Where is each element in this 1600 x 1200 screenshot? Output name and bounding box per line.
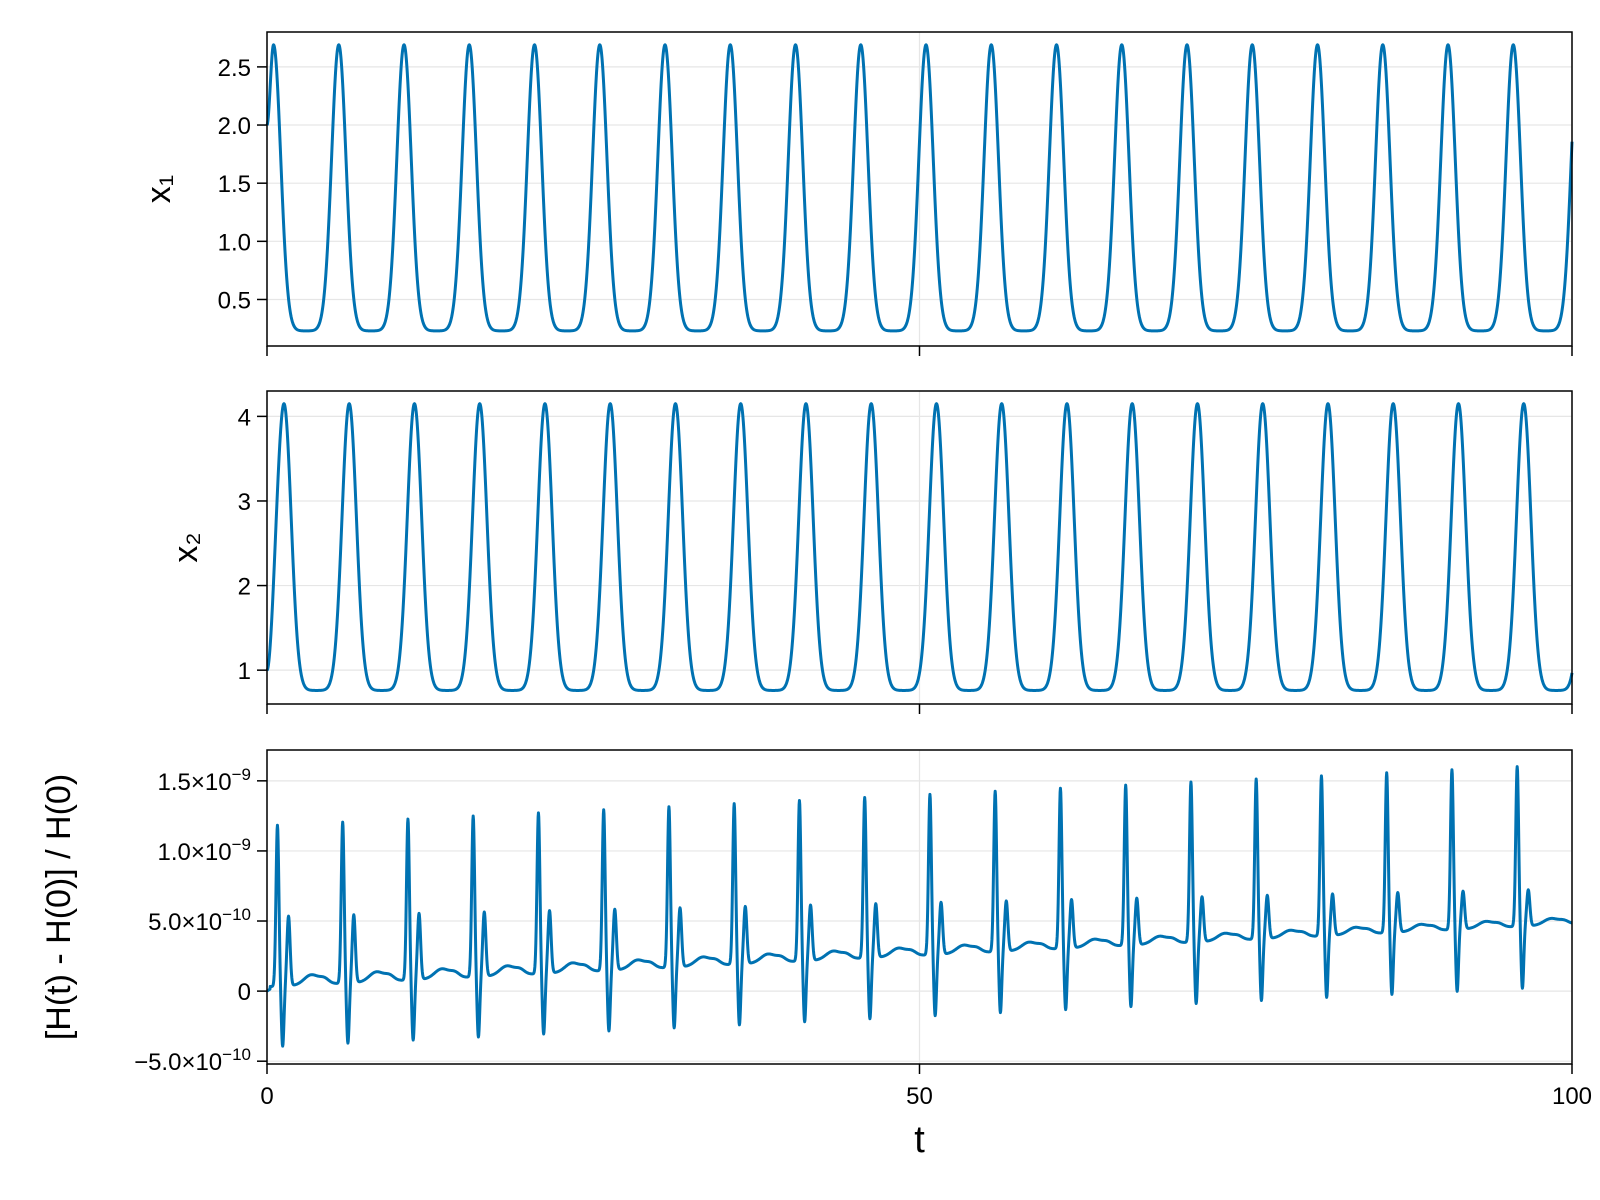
x-tick-label: 100 (1552, 1083, 1592, 1110)
x-tick-label: 50 (906, 1083, 933, 1110)
y-tick-exponent: −9 (232, 835, 251, 854)
series-line (265, 765, 1574, 1048)
y-tick-label: 1.5×10−9 (158, 765, 251, 796)
series-line (265, 402, 1574, 692)
y-tick-mantissa: −5.0×10 (134, 1049, 222, 1076)
y-tick-exponent: −10 (222, 1045, 251, 1064)
y-tick-label: 2.5 (218, 55, 251, 82)
panel-energy-error-ylabel: [H(t) - H(0)] / H(0) (40, 774, 78, 1040)
x-tick-label: 0 (260, 1083, 273, 1110)
panel-x1-ylabel: x₁ (140, 175, 178, 203)
y-tick-label: 5.0×10−10 (148, 905, 251, 936)
y-tick-label: 2 (238, 574, 251, 601)
panel-energy-error-plot (265, 765, 1574, 1048)
panel-x1: 0.5 1.0 1.5 2.0 2.5 x₁ (140, 31, 1574, 356)
y-tick-mantissa: 1.0×10 (158, 839, 232, 866)
y-tick-label: 0 (238, 979, 251, 1006)
y-tick-label: 2.0 (218, 113, 251, 140)
series-line (265, 43, 1574, 333)
y-tick-label: 1.5 (218, 171, 251, 198)
y-tick-label: 4 (238, 404, 251, 431)
y-tick-label: 3 (238, 489, 251, 516)
panel-x2: 1 2 3 4 x₂ (167, 390, 1574, 714)
y-tick-label: −5.0×10−10 (134, 1045, 251, 1076)
y-tick-exponent: −9 (232, 765, 251, 784)
y-tick-label: 1.0 (218, 229, 251, 256)
y-tick-mantissa: 1.5×10 (158, 769, 232, 796)
y-tick-mantissa: 5.0×10 (148, 909, 222, 936)
panel-x2-ticks: 1 2 3 4 (238, 404, 1573, 714)
y-tick-label: 1 (238, 658, 251, 685)
y-tick-exponent: −10 (222, 905, 251, 924)
panel-x2-plot (265, 402, 1574, 692)
panel-energy-error-ticks: 0 50 100−5.0×10−1005.0×10−101.0×10−91.5×10… (134, 765, 1592, 1110)
y-tick-label: 1.0×10−9 (158, 835, 251, 866)
y-tick-mantissa: 0 (238, 979, 251, 1006)
panel-x2-ylabel: x₂ (167, 532, 205, 562)
panel-energy-error: 0 50 100−5.0×10−1005.0×10−101.0×10−91.5×10… (40, 749, 1592, 1161)
y-tick-label: 0.5 (218, 287, 251, 314)
panel-energy-error-xlabel: t (914, 1119, 925, 1161)
panel-x1-ticks: 0.5 1.0 1.5 2.0 2.5 (218, 55, 1573, 356)
panel-x1-plot (265, 43, 1574, 333)
